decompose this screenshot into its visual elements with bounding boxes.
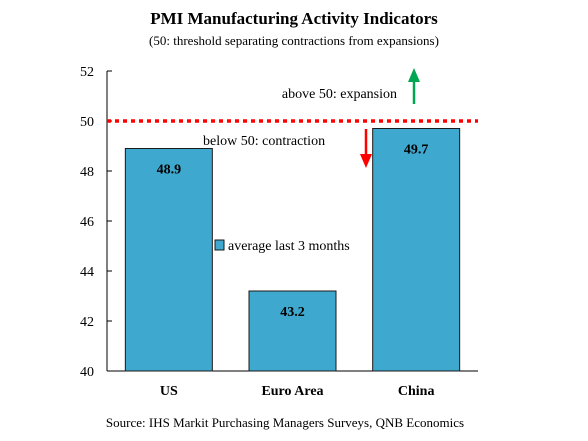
y-tick-label: 46 (80, 215, 94, 230)
y-tick-label: 52 (80, 65, 94, 80)
x-category-label: US (160, 384, 178, 399)
x-category-label: Euro Area (261, 384, 323, 399)
bar-value-label: 49.7 (404, 143, 429, 158)
bar-value-label: 48.9 (157, 163, 182, 178)
y-tick-label: 48 (80, 165, 94, 180)
x-category-label: China (398, 384, 435, 399)
y-tick-label: 44 (80, 265, 94, 280)
down-arrow-head-icon (360, 154, 372, 168)
legend-swatch (214, 239, 225, 251)
chart-subtitle: (50: threshold separating contractions f… (149, 33, 439, 48)
y-tick-label: 50 (80, 115, 94, 130)
y-tick-label: 40 (80, 365, 94, 380)
up-arrow-head-icon (408, 68, 420, 82)
below-threshold-label: below 50: contraction (203, 134, 325, 149)
plot-area: 40 42 44 46 48 50 52 48.9 US 43.2 Euro Area 49.7 Chi… (80, 65, 478, 399)
bar-us (124, 148, 213, 372)
bar-china (372, 128, 461, 372)
bar-euro-area (248, 290, 337, 372)
above-threshold-label: above 50: expansion (282, 87, 397, 102)
bar-value-label: 43.2 (280, 305, 305, 320)
legend-label: average last 3 months (228, 239, 350, 254)
y-tick-label: 42 (80, 315, 94, 330)
source-note: Source: IHS Markit Purchasing Managers S… (106, 415, 464, 430)
chart-title: PMI Manufacturing Activity Indicators (150, 9, 438, 28)
